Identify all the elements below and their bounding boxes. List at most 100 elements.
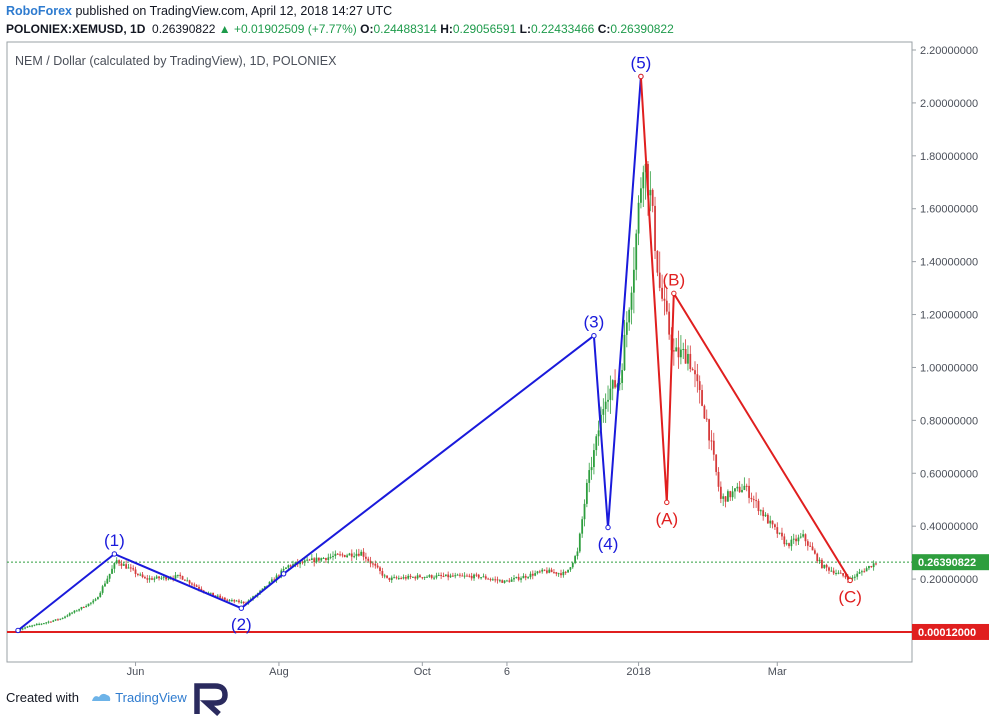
candle-body [748,485,750,498]
y-tick-label: 1.60000000 [920,204,978,216]
candle-body [374,563,377,566]
candle-body [562,571,565,576]
low-label: L: [519,22,531,36]
candle-body [698,381,701,391]
y-tick-label: 2.00000000 [920,98,978,110]
candle-body [336,553,339,555]
candle-body [477,574,480,578]
candle-body [42,623,45,625]
candle-body [66,615,69,617]
candle-body [524,575,527,578]
candle-body [498,580,501,582]
candle-body [71,612,73,614]
candle-body [228,600,231,602]
candle-body [727,491,729,502]
candle-body [865,568,868,572]
candle-body [395,577,398,579]
candle-body [790,539,793,547]
candle-body [282,568,285,571]
candle-body [778,532,781,534]
candle-body [708,419,711,441]
candle-body [451,575,454,577]
wave-point [664,499,670,506]
y-tick-label: 1.00000000 [920,362,978,374]
candle-body [24,627,26,629]
candle-body [54,619,57,621]
candle-body [317,557,320,561]
candle-body [111,568,113,574]
candle-body [339,554,341,556]
low-value: 0.22433466 [530,22,595,36]
candle-body [832,570,835,574]
candle-body [837,572,840,574]
x-tick-label: Mar [768,666,787,678]
plot-area[interactable] [6,41,913,663]
candle-body [346,555,348,557]
candle-body [520,578,522,580]
candle-body [287,565,290,568]
tradingview-link[interactable]: TradingView [115,690,187,705]
candle-body [209,592,212,594]
candle-body [828,567,830,571]
candle-body [508,580,511,582]
last-price-tag [912,554,989,571]
candle-body [430,575,433,578]
wave-label: (1) [104,531,125,550]
candle-body [719,486,722,499]
candle-body [729,491,732,498]
candle-body [569,567,572,570]
candle-body [503,580,506,583]
candle-body [200,588,203,591]
candle-body [870,566,873,568]
candle-body [52,620,55,622]
candle-body [651,189,654,206]
wave-label: (2) [231,615,252,634]
candle-body [372,563,374,565]
candle-body [393,577,396,579]
candle-body [45,622,48,624]
candle-body [825,564,828,568]
candle-body [555,572,558,574]
candle-body [390,577,393,581]
candle-body [487,578,490,580]
candle-body [649,189,652,196]
candle-body [640,188,642,203]
level-lines: 0.26390822 0.00012000 [7,554,989,640]
candle-body [127,567,130,569]
candle-body [875,563,877,565]
candle-body [106,578,109,584]
candle-body [470,575,473,579]
candle-body [226,599,229,601]
close-value: 0.26390822 [610,22,674,36]
candle-body [402,577,405,579]
candle-body [776,527,779,534]
candle-body [89,602,92,604]
candle-body [745,485,748,487]
candle-body [703,405,706,419]
candle-body [188,580,191,584]
candle-body [459,574,461,576]
candle-body [771,520,774,525]
chart-title: NEM / Dollar (calculated by TradingView)… [15,54,337,68]
candle-body [136,573,139,575]
candle-body [428,575,431,577]
candle-body [334,553,337,557]
candle-body [80,607,83,610]
candle-body [221,597,224,599]
candle-body [183,579,186,581]
candle-body [369,560,372,564]
last-price-tag-label: 0.26390822 [918,557,976,569]
candle-body [553,572,555,574]
candle-body [355,553,358,557]
candle-body [543,569,546,571]
wave-point [605,524,611,531]
x-tick-label: 6 [504,666,510,678]
wave-point [638,73,644,80]
candle-body [68,613,71,616]
candle-body [710,440,713,442]
candle-body [506,580,508,582]
candle-body [550,569,553,573]
candle-body [635,233,638,270]
publisher-name[interactable]: RoboForex [6,4,72,18]
